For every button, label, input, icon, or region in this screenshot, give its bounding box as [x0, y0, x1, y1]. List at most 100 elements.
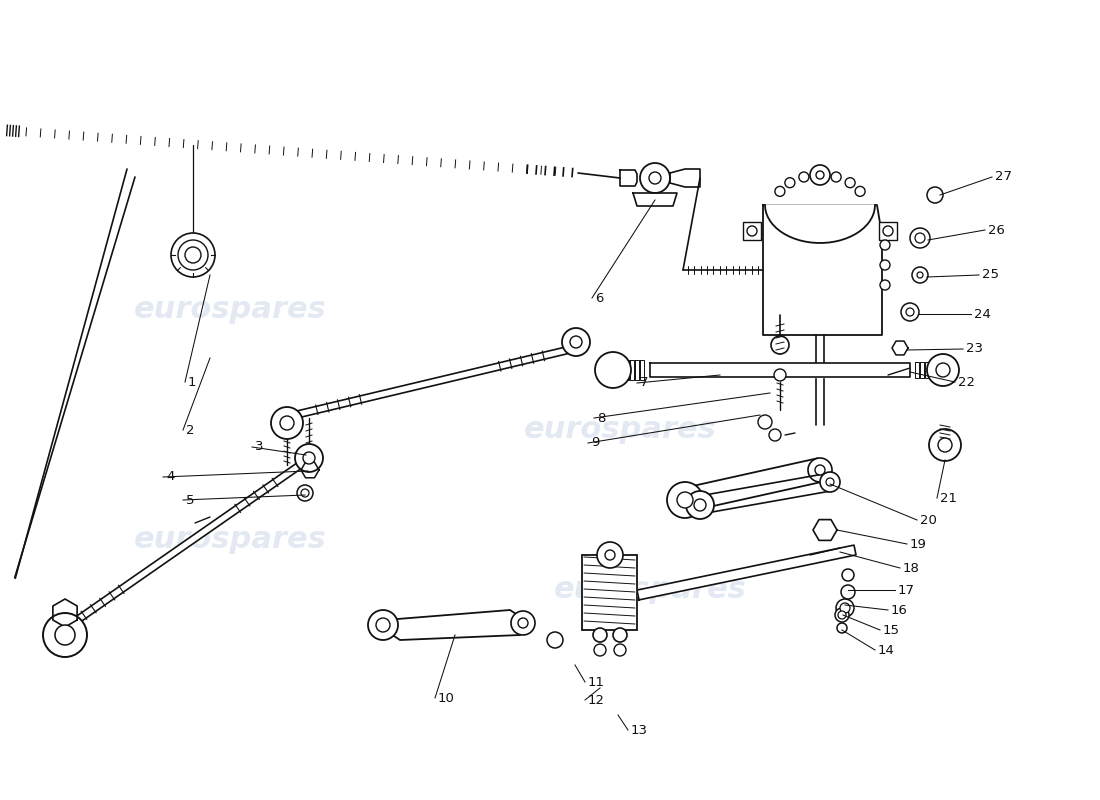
Circle shape [842, 585, 855, 599]
Circle shape [906, 308, 914, 316]
Circle shape [927, 187, 943, 203]
Circle shape [667, 482, 703, 518]
Circle shape [810, 165, 830, 185]
Circle shape [518, 618, 528, 628]
Circle shape [271, 407, 303, 439]
Circle shape [799, 172, 808, 182]
Circle shape [594, 644, 606, 656]
Polygon shape [294, 346, 569, 418]
Polygon shape [620, 360, 624, 380]
Polygon shape [920, 362, 924, 378]
Polygon shape [640, 360, 643, 380]
Circle shape [747, 226, 757, 236]
Circle shape [758, 415, 772, 429]
Circle shape [694, 499, 706, 511]
Circle shape [838, 611, 846, 619]
Circle shape [845, 178, 855, 188]
Text: 24: 24 [974, 307, 991, 321]
Polygon shape [620, 170, 637, 186]
Circle shape [808, 458, 832, 482]
FancyBboxPatch shape [742, 222, 761, 240]
Polygon shape [813, 520, 837, 540]
Text: 12: 12 [588, 694, 605, 706]
Text: 8: 8 [597, 411, 605, 425]
Circle shape [936, 363, 950, 377]
Text: 16: 16 [891, 603, 908, 617]
Circle shape [297, 485, 313, 501]
Polygon shape [637, 545, 856, 600]
Circle shape [376, 618, 390, 632]
Circle shape [938, 438, 952, 452]
Circle shape [570, 336, 582, 348]
Circle shape [178, 240, 208, 270]
Circle shape [774, 186, 785, 196]
Circle shape [883, 226, 893, 236]
Polygon shape [385, 610, 525, 640]
Circle shape [826, 478, 834, 486]
Circle shape [927, 354, 959, 386]
Circle shape [302, 452, 315, 464]
Circle shape [835, 608, 849, 622]
Text: 20: 20 [920, 514, 937, 526]
Text: eurospares: eurospares [524, 415, 716, 445]
Polygon shape [670, 169, 700, 187]
Circle shape [43, 613, 87, 657]
Circle shape [769, 429, 781, 441]
Text: 18: 18 [903, 562, 920, 574]
Circle shape [901, 303, 918, 321]
Text: 19: 19 [910, 538, 927, 550]
Circle shape [295, 444, 323, 472]
Text: 11: 11 [588, 675, 605, 689]
FancyBboxPatch shape [582, 555, 637, 630]
Text: 2: 2 [186, 423, 195, 437]
Circle shape [880, 280, 890, 290]
Text: 13: 13 [631, 723, 648, 737]
Circle shape [512, 611, 535, 635]
Circle shape [832, 172, 842, 182]
Circle shape [613, 628, 627, 642]
Polygon shape [764, 205, 875, 243]
Circle shape [170, 233, 214, 277]
Polygon shape [925, 362, 930, 378]
Text: 26: 26 [988, 223, 1005, 237]
Circle shape [880, 260, 890, 270]
Polygon shape [635, 360, 639, 380]
Circle shape [785, 178, 795, 188]
Text: 6: 6 [595, 291, 604, 305]
Circle shape [917, 272, 923, 278]
Polygon shape [53, 599, 77, 627]
Polygon shape [682, 458, 823, 512]
Circle shape [771, 336, 789, 354]
Text: 15: 15 [883, 623, 900, 637]
Text: 7: 7 [640, 377, 649, 390]
Text: 17: 17 [898, 583, 915, 597]
Text: 5: 5 [186, 494, 195, 506]
Text: 23: 23 [966, 342, 983, 355]
Circle shape [774, 369, 786, 381]
Circle shape [595, 352, 631, 388]
Circle shape [547, 632, 563, 648]
Circle shape [605, 550, 615, 560]
Circle shape [614, 644, 626, 656]
Polygon shape [68, 460, 305, 628]
Polygon shape [632, 193, 676, 206]
Circle shape [185, 247, 201, 263]
Polygon shape [14, 127, 579, 177]
Text: 1: 1 [188, 375, 197, 389]
Circle shape [597, 542, 623, 568]
Polygon shape [892, 341, 907, 355]
Circle shape [855, 186, 865, 196]
Circle shape [842, 569, 854, 581]
Text: 21: 21 [940, 491, 957, 505]
Circle shape [368, 610, 398, 640]
Circle shape [816, 171, 824, 179]
Polygon shape [650, 363, 910, 377]
Polygon shape [763, 205, 882, 335]
Circle shape [593, 628, 607, 642]
Text: 4: 4 [166, 470, 175, 483]
Polygon shape [625, 360, 629, 380]
Polygon shape [935, 362, 939, 378]
Circle shape [55, 625, 75, 645]
Circle shape [815, 170, 825, 180]
Circle shape [912, 267, 928, 283]
